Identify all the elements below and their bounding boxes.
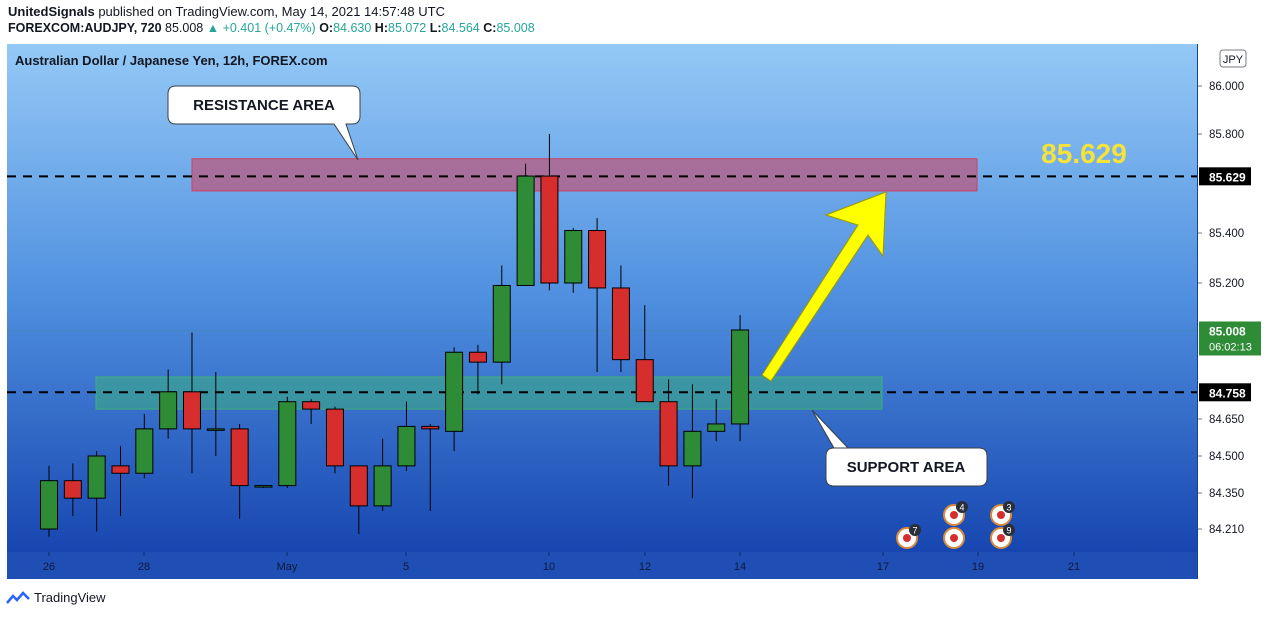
candle[interactable]: [111, 446, 130, 517]
event-count: 9: [1006, 526, 1011, 536]
candle[interactable]: [87, 451, 106, 532]
open-label: O:: [319, 21, 334, 35]
x-tick-label: 5: [403, 561, 409, 573]
brand-name: TradingView: [34, 590, 106, 605]
y-tick-label: 84.650: [1209, 414, 1244, 426]
high-label: H:: [374, 21, 388, 35]
price-change: ▲ +0.401 (+0.47%): [206, 21, 316, 35]
y-tick-label: 84.350: [1209, 488, 1244, 500]
x-tick-label: 21: [1068, 561, 1080, 573]
level-price-tag[interactable]: 85.629: [1199, 167, 1251, 186]
last-price-tag[interactable]: 85.008 06:02:13: [1199, 321, 1261, 356]
y-tick-label: 85.800: [1209, 129, 1244, 141]
event-count: 7: [912, 526, 917, 536]
x-tick-label: 19: [972, 561, 984, 573]
event-count: 4: [959, 503, 964, 513]
resistance-callout[interactable]: RESISTANCE AREA: [167, 85, 361, 161]
y-tick-label: 85.400: [1209, 228, 1244, 240]
currency-badge[interactable]: JPY: [1219, 49, 1247, 68]
event-badge[interactable]: 9: [990, 524, 1015, 549]
chart-title: Australian Dollar / Japanese Yen, 12h, F…: [15, 53, 328, 68]
target-price-label: 85.629: [1041, 138, 1127, 169]
site-name: TradingView.com,: [175, 4, 279, 19]
candle[interactable]: [206, 372, 225, 456]
candle[interactable]: [707, 399, 726, 442]
event-badge[interactable]: 4: [943, 501, 968, 526]
event-badge[interactable]: 7: [896, 524, 921, 549]
low-value: 84.564: [441, 21, 480, 35]
candle[interactable]: [468, 344, 487, 395]
close-label: C:: [483, 21, 497, 35]
x-tick-label: 12: [639, 561, 651, 573]
candle[interactable]: [159, 369, 178, 439]
price-tag-value: 84.758: [1209, 386, 1246, 400]
y-tick-label: 86.000: [1209, 81, 1244, 93]
x-tick-label: 14: [734, 561, 746, 573]
candle[interactable]: [492, 265, 511, 385]
last-price: 85.008: [165, 21, 204, 35]
x-tick-label: May: [277, 561, 298, 573]
tradingview-logo-icon: [6, 590, 30, 604]
last-price-value: 85.008: [1209, 324, 1246, 338]
candle[interactable]: [564, 228, 583, 293]
candle[interactable]: [731, 315, 750, 442]
x-tick-label: 10: [543, 561, 555, 573]
x-tick-label: 28: [138, 561, 150, 573]
low-label: L:: [429, 21, 442, 35]
open-value: 84.630: [333, 21, 372, 35]
candle[interactable]: [135, 414, 154, 479]
y-tick-label: 84.210: [1209, 524, 1244, 536]
target-arrow[interactable]: [761, 191, 887, 382]
resistance-zone[interactable]: [191, 158, 978, 192]
y-tick-label: 85.200: [1209, 278, 1244, 290]
candle[interactable]: [397, 401, 416, 471]
currency-label: JPY: [1223, 54, 1244, 66]
candle[interactable]: [683, 384, 702, 499]
candle[interactable]: [588, 218, 607, 373]
event-badge[interactable]: 3: [990, 501, 1015, 526]
symbol: FOREXCOM:AUDJPY,: [8, 21, 138, 35]
candle[interactable]: [611, 265, 630, 373]
candle[interactable]: [230, 423, 249, 519]
quote-line: FOREXCOM:AUDJPY, 720 85.008 ▲ +0.401 (+0…: [8, 21, 535, 35]
candle[interactable]: [302, 399, 321, 424]
support-callout[interactable]: SUPPORT AREA: [811, 409, 988, 487]
y-tick-label: 84.500: [1209, 451, 1244, 463]
tradingview-brand[interactable]: TradingView: [6, 590, 106, 605]
candle[interactable]: [373, 438, 392, 511]
candle[interactable]: [445, 347, 464, 452]
close-value: 85.008: [496, 21, 535, 35]
candle[interactable]: [421, 423, 440, 511]
price-tag-value: 85.629: [1209, 170, 1246, 184]
candle[interactable]: [349, 465, 368, 535]
plot-background: [7, 44, 1197, 552]
candle[interactable]: [40, 465, 58, 537]
published-prefix: published on: [98, 4, 173, 19]
event-count: 3: [1006, 503, 1011, 513]
price-axis: [1198, 44, 1268, 579]
candle[interactable]: [325, 406, 344, 474]
time-axis: [7, 552, 1197, 579]
candle[interactable]: [659, 379, 678, 486]
interval: 720: [140, 21, 162, 35]
publish-date: May 14, 2021 14:57:48 UTC: [281, 4, 445, 19]
high-value: 85.072: [388, 21, 427, 35]
candle[interactable]: [635, 305, 654, 403]
author-name[interactable]: UnitedSignals: [8, 4, 95, 19]
candle[interactable]: [516, 163, 535, 286]
resistance-label: RESISTANCE AREA: [193, 97, 335, 114]
candle[interactable]: [278, 396, 297, 489]
candle[interactable]: [63, 463, 82, 517]
bar-countdown: 06:02:13: [1209, 341, 1252, 353]
level-price-tag[interactable]: 84.758: [1199, 383, 1251, 402]
candle[interactable]: [182, 332, 201, 474]
candle[interactable]: [540, 134, 559, 291]
x-tick-label: 17: [877, 561, 889, 573]
event-icon[interactable]: [943, 527, 965, 549]
support-label: SUPPORT AREA: [847, 459, 966, 476]
candle[interactable]: [254, 485, 273, 489]
x-tick-label: 26: [43, 561, 55, 573]
publish-info: UnitedSignals published on TradingView.c…: [8, 4, 445, 19]
